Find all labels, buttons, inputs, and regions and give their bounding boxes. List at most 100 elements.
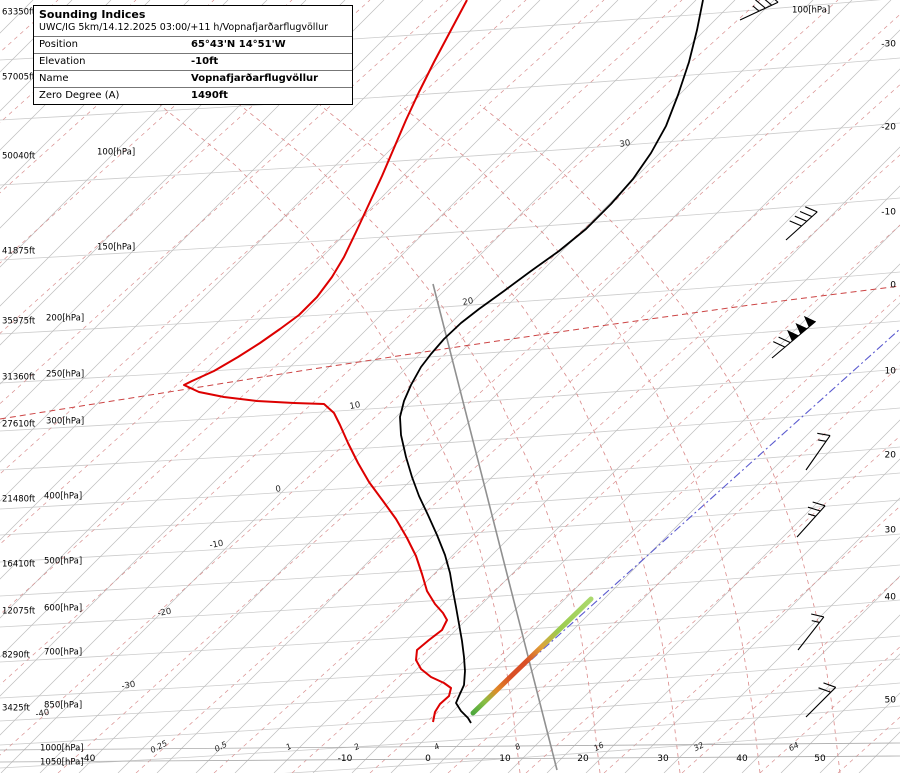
moist-adiabat-line — [479, 104, 841, 773]
isotherm-line — [0, 0, 775, 773]
special-lines-layer — [0, 283, 900, 771]
row-label: Position — [39, 39, 78, 50]
isotherm-line — [39, 0, 814, 773]
wind-barb-full-tick — [755, 0, 766, 9]
wind-barb-pennant — [803, 315, 816, 328]
mixing-ratio-line — [759, 646, 900, 773]
temperature-label-bottom: 20 — [577, 754, 589, 764]
label-layer: 63350ft 57005ft 50040ft 41875ft 35975ft 31360… — [2, 6, 896, 768]
isotherm-line — [546, 419, 900, 773]
isotherm-line — [0, 0, 307, 307]
mixing-ratio-label: 0.25 — [149, 739, 169, 755]
temperature-label-bottom: -10 — [338, 754, 353, 764]
bottom-grid-line — [0, 755, 900, 763]
potential-temperature-label: -20 — [157, 607, 172, 619]
mixing-ratio-line — [0, 0, 215, 194]
mixing-ratio-label: 2 — [352, 742, 361, 752]
panel-title: Sounding Indices — [39, 8, 146, 21]
mixing-ratio-line — [0, 0, 839, 756]
wind-barb-staff — [796, 505, 826, 538]
isotherm-line — [0, 0, 385, 385]
wind-barb-full-tick — [764, 0, 773, 6]
pressure-label-top-right: 100[hPa] — [792, 6, 830, 16]
isotherm-line — [0, 0, 736, 736]
mixing-ratio-line — [837, 716, 900, 773]
temperature-label-bottom: -40 — [81, 754, 96, 764]
isotherm-line — [390, 263, 900, 773]
temperature-curve — [399, 0, 704, 724]
isotherm-line — [0, 0, 697, 697]
panel-subtitle: UWC/IG 5km/14.12.2025 03:00/+11 h/Vopnaf… — [39, 22, 329, 33]
altitude-label: 16410ft — [2, 560, 36, 570]
temperature-label-bottom: 40 — [736, 754, 748, 764]
isotherm-line — [663, 536, 900, 773]
row-value: 1490ft — [191, 90, 228, 101]
wind-barb-full-tick — [817, 432, 831, 437]
bottom-grid-line — [0, 742, 900, 751]
isotherm-line — [0, 0, 463, 463]
mixing-ratio-label: 4 — [432, 742, 441, 752]
pressure-label: 250[hPa] — [46, 370, 84, 380]
pressure-label: 1000[hPa] — [40, 744, 84, 754]
mixing-ratio-line — [135, 84, 900, 773]
wind-barb — [771, 315, 817, 359]
altitude-label: 50040ft — [2, 152, 36, 162]
temperature-label-right: 40 — [885, 593, 897, 603]
isotherm-line — [468, 341, 900, 773]
wind-barb — [739, 0, 779, 21]
profile-layer — [183, 0, 704, 724]
wind-barb-full-tick — [818, 687, 831, 693]
wind-barb-half-tick — [818, 439, 827, 442]
isotherm-line — [0, 0, 541, 541]
wind-barb — [805, 682, 837, 718]
mixing-ratio-label: 64 — [787, 740, 800, 753]
isotherm-line — [0, 0, 190, 190]
wind-barb-half-tick — [752, 5, 760, 12]
dewpoint-curve — [183, 0, 468, 723]
dry-adiabat-line — [0, 122, 900, 186]
mixing-ratio-line — [681, 576, 900, 773]
wind-barb-full-tick — [812, 501, 826, 507]
mixing-ratio-label: 32 — [692, 740, 705, 753]
dry-adiabat-line — [284, 727, 900, 773]
mixing-ratio-line — [291, 224, 900, 773]
temperature-label-right: -30 — [881, 40, 896, 50]
altitude-label: 63350ft — [2, 8, 36, 18]
isotherm-line — [117, 0, 892, 773]
cape-gradient-segment — [470, 596, 594, 716]
pressure-label: 150[hPa] — [97, 243, 135, 253]
pressure-label: 100[hPa] — [97, 148, 135, 158]
isotherm-line — [702, 575, 900, 773]
isotherm-line — [0, 0, 346, 346]
panel-row-elevation: Elevation -10ft — [34, 53, 352, 70]
wind-barb-full-tick — [811, 613, 824, 618]
dry-adiabat-line — [0, 407, 900, 471]
temperature-label-right: -10 — [881, 208, 896, 218]
pressure-label: 850[hPa] — [44, 701, 82, 711]
wind-barb — [805, 432, 831, 471]
pressure-label: 300[hPa] — [46, 417, 84, 427]
wind-barb — [797, 613, 825, 651]
mixing-ratio-line — [0, 0, 293, 264]
wind-barb-full-tick — [774, 0, 779, 3]
altitude-label: 21480ft — [2, 495, 36, 505]
temperature-label-bottom: 50 — [814, 754, 826, 764]
mixing-ratio-line — [525, 435, 900, 773]
wind-barb-full-tick — [805, 206, 818, 213]
temperature-label-bottom: 30 — [657, 754, 669, 764]
isotherm-line — [156, 29, 900, 773]
panel-row-position: Position 65°43'N 14°51'W — [34, 36, 352, 53]
potential-temperature-label: -40 — [35, 708, 50, 720]
mixing-ratio-line — [603, 505, 900, 773]
wind-barb-full-tick — [799, 210, 813, 218]
altitude-label: 8290ft — [2, 651, 30, 661]
potential-temperature-label: 30 — [619, 138, 631, 150]
mixing-ratio-line — [57, 13, 900, 773]
mixing-ratio-line — [369, 295, 900, 773]
altitude-label: 41875ft — [2, 247, 36, 257]
row-value: 65°43'N 14°51'W — [191, 39, 286, 50]
panel-row-zero-degree: Zero Degree (A) 1490ft — [34, 87, 352, 104]
